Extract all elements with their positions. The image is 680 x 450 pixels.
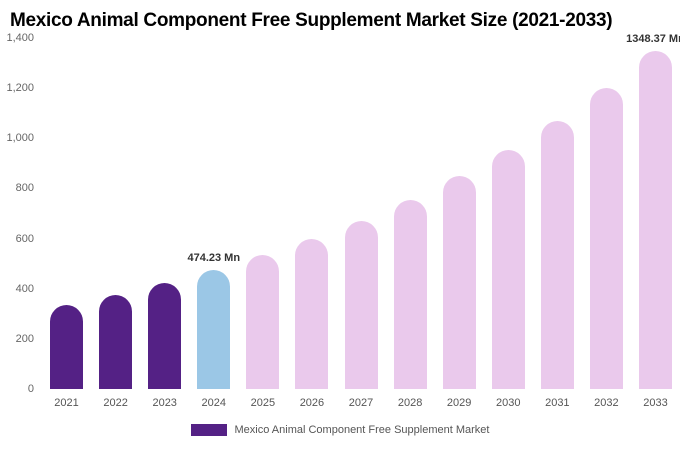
bar-slot-2032 — [582, 38, 631, 389]
legend-swatch — [190, 424, 227, 436]
bar-slot-2033: 1348.37 Mn — [626, 33, 680, 389]
x-label-2031: 2031 — [545, 397, 570, 409]
x-label-2025: 2025 — [250, 397, 276, 409]
x-label-2023: 2023 — [152, 397, 177, 409]
x-label-2027: 2027 — [348, 397, 374, 409]
bar-slot-2028 — [386, 38, 435, 389]
x-label-2024: 2024 — [201, 397, 227, 409]
bar-slot-2030 — [484, 38, 533, 389]
bar-slot-2023 — [140, 38, 189, 389]
bar-slot-2022 — [91, 38, 140, 389]
y-axis: 0 200 400 600 800 1,000 1,200 1,400 — [0, 32, 42, 395]
bar-2029[interactable] — [442, 176, 476, 389]
bar-2025[interactable] — [246, 255, 280, 389]
y-tick: 1,200 — [6, 82, 34, 95]
x-label-2030: 2030 — [496, 397, 521, 409]
legend[interactable]: Mexico Animal Component Free Supplement … — [0, 424, 680, 436]
chart-title: Mexico Animal Component Free Supplement … — [10, 10, 613, 31]
bar-2031[interactable] — [540, 121, 574, 389]
value-label-2024: 474.23 Mn — [187, 252, 241, 265]
y-tick: 200 — [15, 332, 34, 345]
y-tick: 0 — [27, 383, 34, 395]
plot-wrap: 474.23 Mn 1348.37 Mn 2021 2022 2023 2024 2025… — [42, 33, 680, 409]
value-label-2033: 1348.37 Mn — [626, 32, 680, 45]
bar-slot-2031 — [533, 38, 582, 389]
y-tick: 400 — [15, 282, 34, 295]
bar-2032[interactable] — [589, 87, 623, 389]
plot-area: 474.23 Mn 1348.37 Mn — [42, 33, 680, 389]
bar-slot-2026 — [287, 38, 336, 389]
y-tick: 1,400 — [6, 32, 34, 44]
bar-2021[interactable] — [50, 305, 84, 389]
bar-slot-2029 — [435, 38, 484, 389]
y-tick: 1,000 — [6, 132, 34, 145]
x-label-2032: 2032 — [594, 397, 619, 409]
bar-2028[interactable] — [393, 199, 427, 389]
chart-body: 0 200 400 600 800 1,000 1,200 1,400 474.23 Mn 13… — [0, 32, 680, 409]
bar-2033[interactable] — [638, 50, 672, 389]
bar-slot-2025 — [238, 38, 287, 389]
bar-2024[interactable] — [197, 270, 231, 389]
bar-slot-2027 — [336, 38, 385, 389]
y-tick: 800 — [15, 182, 34, 195]
bar-2026[interactable] — [295, 239, 329, 389]
x-label-2026: 2026 — [299, 397, 325, 409]
bar-2030[interactable] — [491, 150, 525, 389]
bar-2023[interactable] — [148, 283, 182, 389]
bar-2027[interactable] — [344, 220, 378, 389]
bar-slot-2024: 474.23 Mn — [187, 38, 241, 389]
legend-label: Mexico Animal Component Free Supplement … — [234, 424, 490, 436]
x-label-2029: 2029 — [446, 397, 472, 409]
bar-2022[interactable] — [99, 294, 133, 389]
y-tick: 600 — [15, 232, 34, 245]
bar-slot-2021 — [42, 38, 91, 389]
x-label-2028: 2028 — [397, 397, 423, 409]
x-label-2022: 2022 — [103, 397, 128, 409]
x-label-2021: 2021 — [54, 397, 79, 409]
x-label-2033: 2033 — [643, 397, 668, 409]
x-axis: 2021 2022 2023 2024 2025 2026 2027 2028 2029 2030… — [42, 389, 680, 409]
